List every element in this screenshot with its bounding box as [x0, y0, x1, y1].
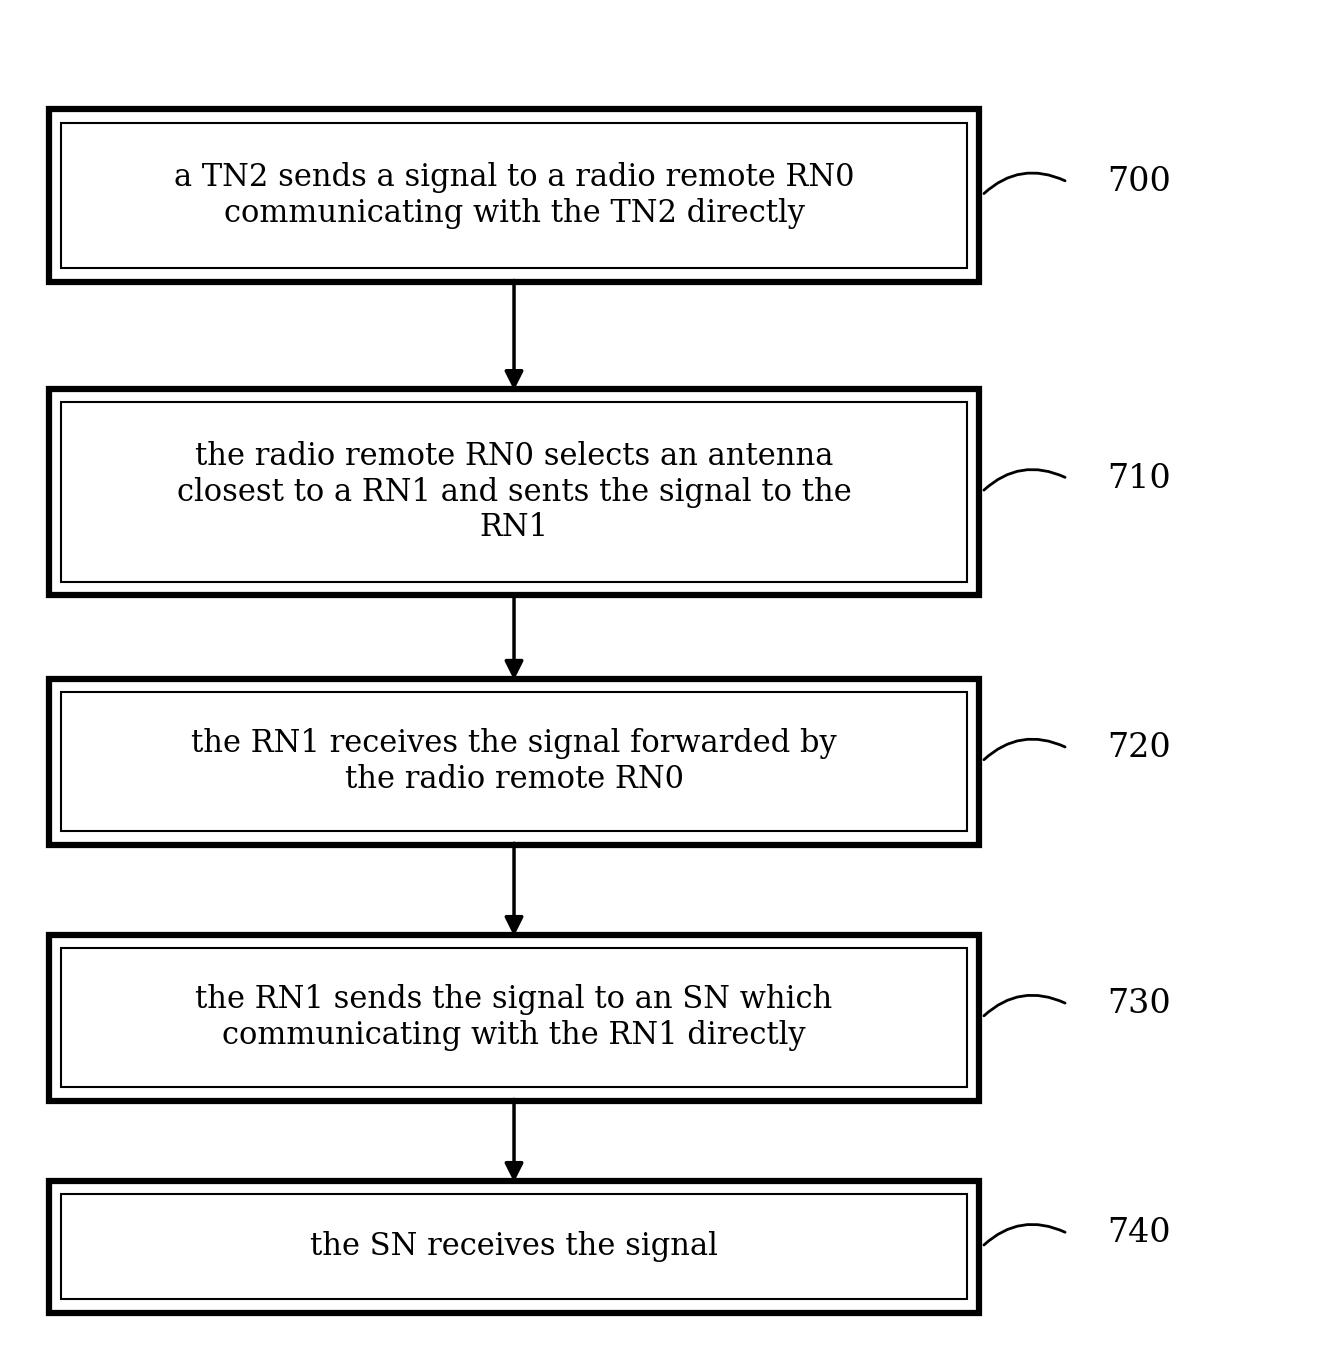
FancyBboxPatch shape	[49, 1181, 979, 1313]
Text: 700: 700	[1107, 166, 1170, 198]
FancyBboxPatch shape	[49, 388, 979, 596]
Text: 710: 710	[1107, 462, 1170, 495]
FancyBboxPatch shape	[49, 678, 979, 844]
Text: the radio remote RN0 selects an antenna
closest to a RN1 and sents the signal to: the radio remote RN0 selects an antenna …	[177, 441, 851, 543]
Text: 740: 740	[1107, 1217, 1170, 1250]
FancyBboxPatch shape	[49, 936, 979, 1100]
Text: the SN receives the signal: the SN receives the signal	[310, 1232, 718, 1262]
Text: 730: 730	[1107, 988, 1170, 1020]
Text: a TN2 sends a signal to a radio remote RN0
communicating with the TN2 directly: a TN2 sends a signal to a radio remote R…	[174, 162, 854, 229]
Text: 720: 720	[1107, 732, 1170, 764]
Text: the RN1 sends the signal to an SN which
communicating with the RN1 directly: the RN1 sends the signal to an SN which …	[195, 984, 833, 1051]
FancyBboxPatch shape	[49, 109, 979, 282]
Text: the RN1 receives the signal forwarded by
the radio remote RN0: the RN1 receives the signal forwarded by…	[191, 728, 837, 795]
